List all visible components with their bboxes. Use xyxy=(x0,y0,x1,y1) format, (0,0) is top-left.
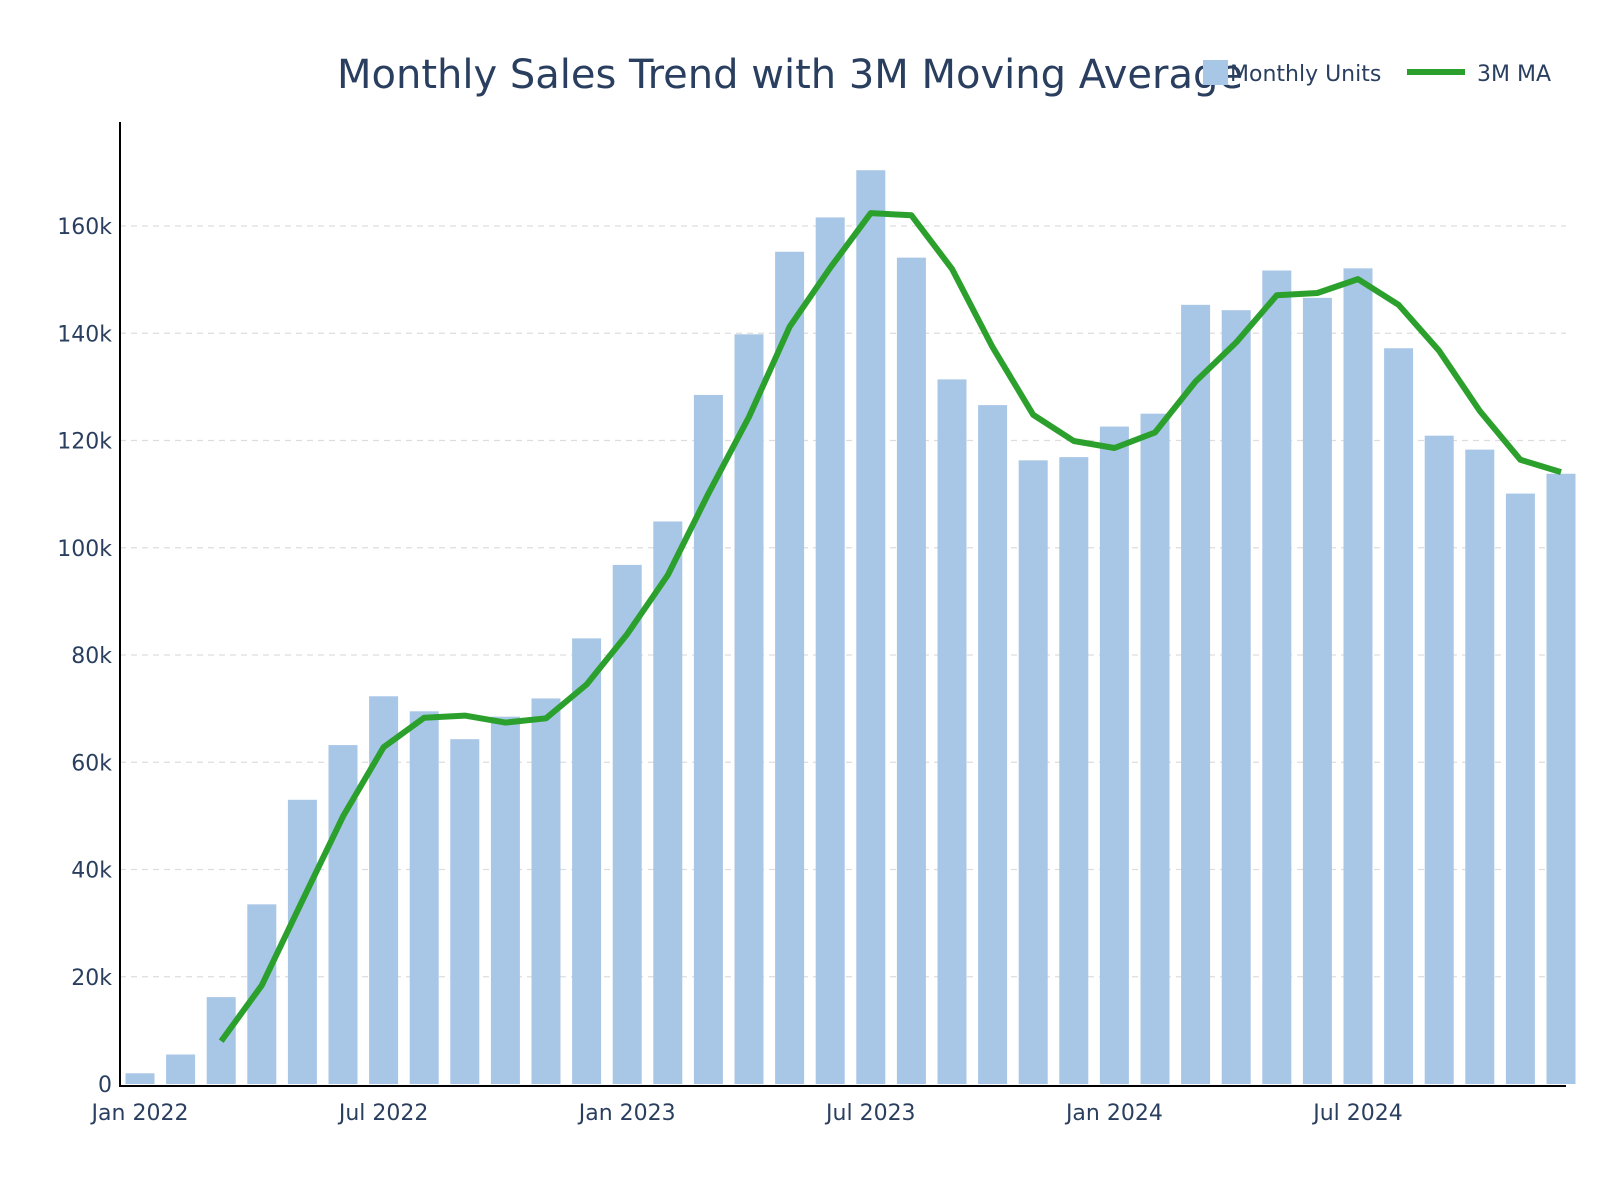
bar-monthly-units xyxy=(1059,457,1089,1084)
legend-label-3m-ma: 3M MA xyxy=(1477,62,1551,87)
bars xyxy=(125,170,1576,1085)
bar-monthly-units xyxy=(531,698,561,1084)
bar-monthly-units xyxy=(734,334,764,1084)
y-tick-labels: 0 20k 40k 60k 80k 100k 120k 140k 160k xyxy=(57,215,112,1098)
bar-monthly-units xyxy=(1343,268,1373,1084)
bar-monthly-units xyxy=(409,711,439,1084)
bar-monthly-units xyxy=(166,1054,196,1084)
bar-monthly-units xyxy=(1018,460,1048,1084)
y-tick-label: 40k xyxy=(71,859,112,884)
x-tick-label: Jul 2022 xyxy=(337,1101,429,1126)
line-3m-ma xyxy=(218,210,1562,1043)
x-tick-label: Jan 2023 xyxy=(577,1101,676,1126)
y-tick-label: 0 xyxy=(98,1073,112,1098)
y-tick-label: 120k xyxy=(57,430,112,455)
bar-monthly-units xyxy=(775,251,805,1085)
bar-monthly-units xyxy=(1181,304,1211,1084)
bar-monthly-units xyxy=(1302,297,1332,1084)
moving-average-line xyxy=(218,210,1562,1043)
legend-label-monthly-units: Monthly Units xyxy=(1230,62,1381,87)
bar-monthly-units xyxy=(856,170,886,1085)
bar-monthly-units xyxy=(1140,413,1170,1084)
bar-monthly-units xyxy=(125,1073,155,1084)
legend: Monthly Units 3M MA xyxy=(1203,60,1551,87)
y-tick-label: 140k xyxy=(57,322,112,347)
bar-monthly-units xyxy=(1384,348,1414,1084)
legend-swatch-monthly-units xyxy=(1203,60,1228,85)
bar-monthly-units xyxy=(490,716,520,1084)
y-tick-label: 60k xyxy=(71,751,112,776)
bar-monthly-units xyxy=(1465,449,1495,1085)
bar-monthly-units xyxy=(653,521,683,1084)
y-tick-label: 20k xyxy=(71,966,112,991)
bar-monthly-units xyxy=(369,696,399,1084)
bar-monthly-units xyxy=(1099,426,1129,1084)
bar-monthly-units xyxy=(1505,493,1535,1084)
x-tick-labels: Jan 2022 Jul 2022 Jan 2023 Jul 2023 Jan 2024… xyxy=(90,1101,1403,1126)
x-tick-label: Jul 2024 xyxy=(1311,1101,1403,1126)
y-tick-label: 100k xyxy=(57,537,112,562)
x-tick-label: Jan 2022 xyxy=(90,1101,189,1126)
bar-monthly-units xyxy=(572,638,602,1084)
bar-monthly-units xyxy=(450,739,480,1084)
bar-monthly-units xyxy=(978,405,1008,1084)
chart-title: Monthly Sales Trend with 3M Moving Avera… xyxy=(337,52,1243,98)
bar-monthly-units xyxy=(1424,435,1454,1085)
bar-monthly-units xyxy=(937,379,967,1084)
bar-monthly-units xyxy=(1221,310,1251,1084)
x-tick-label: Jul 2023 xyxy=(824,1101,916,1126)
bar-monthly-units xyxy=(1262,270,1292,1084)
y-tick-label: 80k xyxy=(71,644,112,669)
y-tick-label: 160k xyxy=(57,215,112,240)
bar-monthly-units xyxy=(815,217,845,1085)
bar-monthly-units xyxy=(287,799,317,1084)
x-tick-label: Jan 2024 xyxy=(1064,1101,1163,1126)
bar-monthly-units xyxy=(1546,473,1576,1084)
bar-monthly-units xyxy=(612,564,642,1084)
bar-monthly-units xyxy=(896,257,926,1084)
